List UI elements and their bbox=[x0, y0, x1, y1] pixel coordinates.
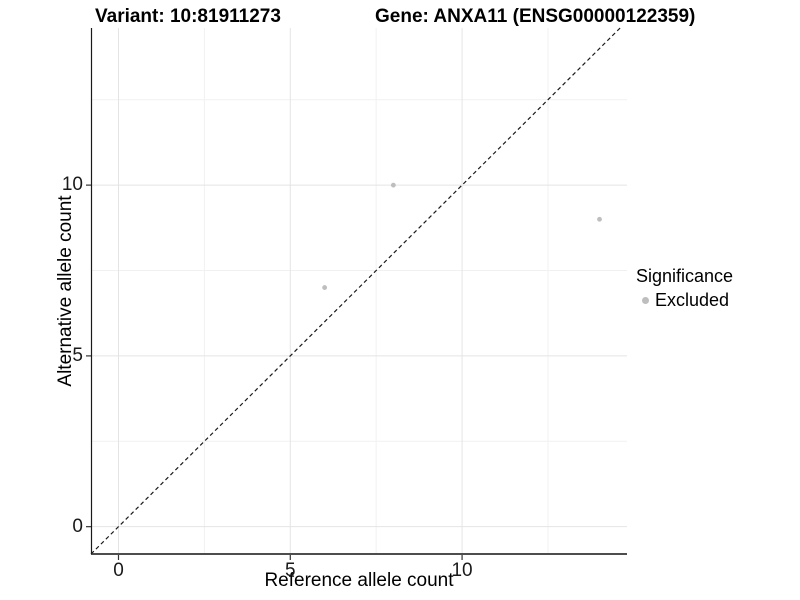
identity-line bbox=[90, 27, 621, 555]
plot-title-gene: Gene: ANXA11 (ENSG00000122359) bbox=[375, 6, 696, 27]
y-tick-label: 5 bbox=[72, 344, 83, 366]
x-tick-label: 0 bbox=[113, 560, 124, 581]
y-tick-label: 10 bbox=[61, 174, 83, 196]
legend: Significance Excluded bbox=[636, 266, 733, 311]
legend-items: Excluded bbox=[636, 290, 733, 311]
data-point bbox=[322, 285, 328, 290]
data-point bbox=[597, 216, 602, 222]
legend-key-point-icon bbox=[642, 297, 649, 304]
legend-item-label: Excluded bbox=[655, 290, 730, 310]
data-point bbox=[390, 182, 396, 188]
plot-title-variant: Variant: 10:81911273 bbox=[95, 6, 281, 27]
x-axis-title: Reference allele count bbox=[264, 570, 454, 591]
x-tick-label: 5 bbox=[284, 560, 296, 581]
legend-title: Significance bbox=[636, 266, 734, 286]
x-tick-label: 10 bbox=[451, 560, 473, 581]
y-tick-label: 0 bbox=[72, 515, 83, 537]
legend-item: Excluded bbox=[636, 290, 733, 311]
